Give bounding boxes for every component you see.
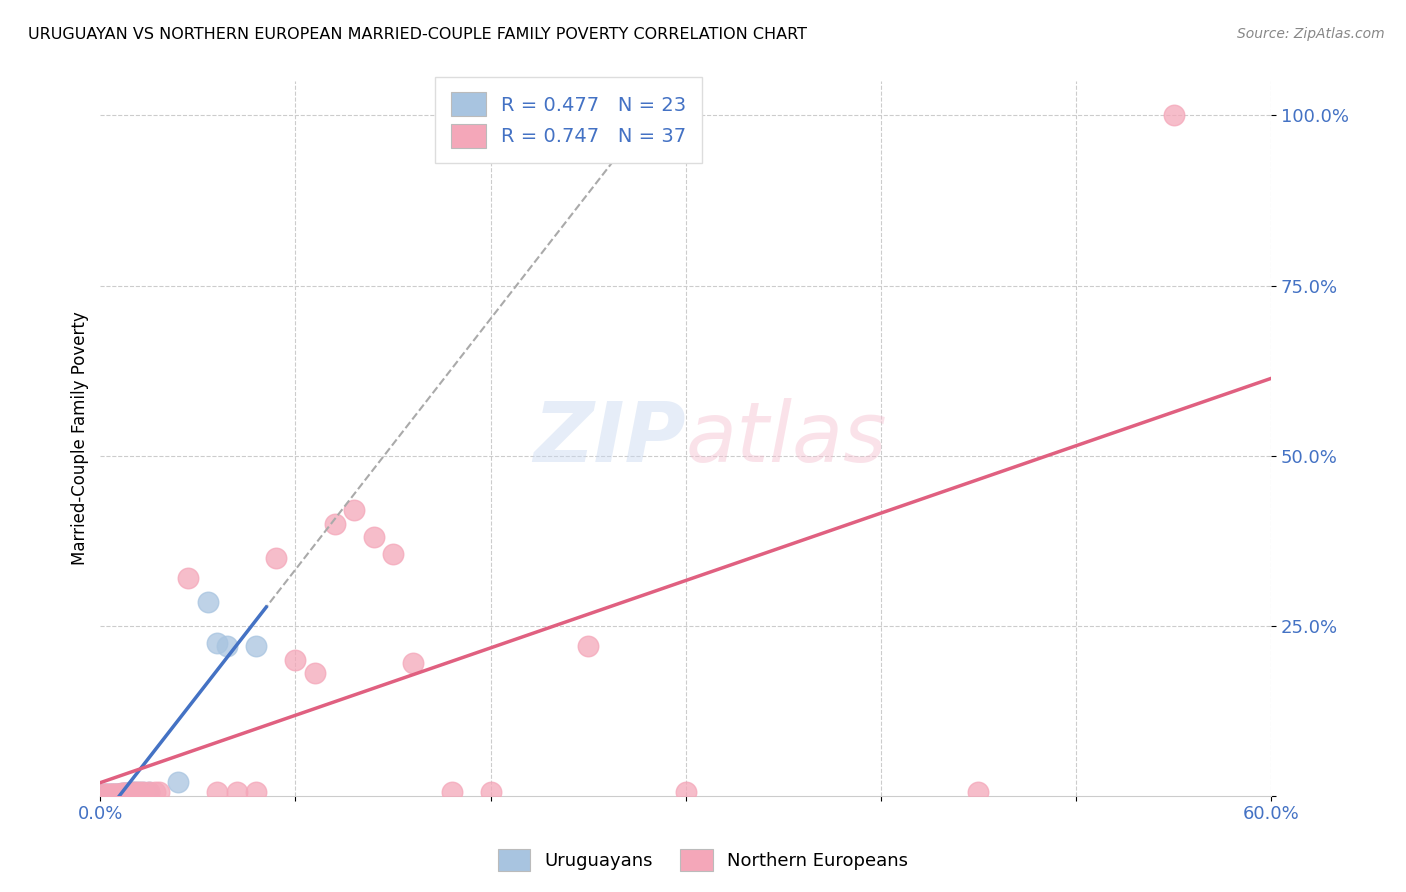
Point xyxy=(118,785,141,799)
Point xyxy=(103,787,125,801)
Point xyxy=(343,503,366,517)
Point xyxy=(108,787,131,801)
Point xyxy=(111,786,134,800)
Point xyxy=(111,786,134,800)
Legend: Uruguayans, Northern Europeans: Uruguayans, Northern Europeans xyxy=(491,842,915,879)
Point xyxy=(440,785,463,799)
Point xyxy=(401,656,423,670)
Point xyxy=(323,516,346,531)
Point xyxy=(128,785,150,799)
Point xyxy=(101,788,124,802)
Point xyxy=(177,571,200,585)
Point xyxy=(138,785,160,799)
Point xyxy=(96,788,118,802)
Point xyxy=(98,788,121,802)
Point xyxy=(107,787,129,801)
Point xyxy=(124,785,146,799)
Point xyxy=(148,785,170,799)
Point xyxy=(121,786,143,800)
Point xyxy=(97,788,120,802)
Point xyxy=(103,787,125,801)
Point xyxy=(967,785,990,799)
Point xyxy=(121,785,143,799)
Point xyxy=(107,787,129,801)
Point xyxy=(284,653,307,667)
Point xyxy=(112,786,135,800)
Point xyxy=(101,788,124,802)
Point xyxy=(143,785,166,799)
Point xyxy=(128,785,150,799)
Point xyxy=(207,785,229,799)
Point xyxy=(245,785,267,799)
Point xyxy=(118,786,141,800)
Point xyxy=(264,550,287,565)
Point xyxy=(112,786,135,800)
Point xyxy=(114,786,136,800)
Point xyxy=(167,775,190,789)
Point xyxy=(93,788,115,802)
Point xyxy=(245,639,267,653)
Point xyxy=(217,639,239,653)
Point xyxy=(114,786,136,800)
Text: URUGUAYAN VS NORTHERN EUROPEAN MARRIED-COUPLE FAMILY POVERTY CORRELATION CHART: URUGUAYAN VS NORTHERN EUROPEAN MARRIED-C… xyxy=(28,27,807,42)
Point xyxy=(93,788,115,802)
Legend: R = 0.477   N = 23, R = 0.747   N = 37: R = 0.477 N = 23, R = 0.747 N = 37 xyxy=(436,77,702,163)
Point xyxy=(226,785,249,799)
Point xyxy=(207,636,229,650)
Point xyxy=(104,787,127,801)
Point xyxy=(675,785,697,799)
Point xyxy=(363,530,385,544)
Point xyxy=(382,547,405,561)
Point xyxy=(132,785,155,799)
Y-axis label: Married-Couple Family Poverty: Married-Couple Family Poverty xyxy=(72,311,89,566)
Point xyxy=(576,639,599,653)
Point xyxy=(138,785,160,799)
Point xyxy=(96,788,118,802)
Text: atlas: atlas xyxy=(686,398,887,479)
Point xyxy=(479,785,502,799)
Text: Source: ZipAtlas.com: Source: ZipAtlas.com xyxy=(1237,27,1385,41)
Point xyxy=(124,785,146,799)
Point xyxy=(304,666,326,681)
Point xyxy=(98,788,121,802)
Point xyxy=(197,595,219,609)
Point xyxy=(1163,108,1185,122)
Text: ZIP: ZIP xyxy=(533,398,686,479)
Point xyxy=(108,787,131,801)
Point xyxy=(104,787,127,801)
Point xyxy=(132,785,155,799)
